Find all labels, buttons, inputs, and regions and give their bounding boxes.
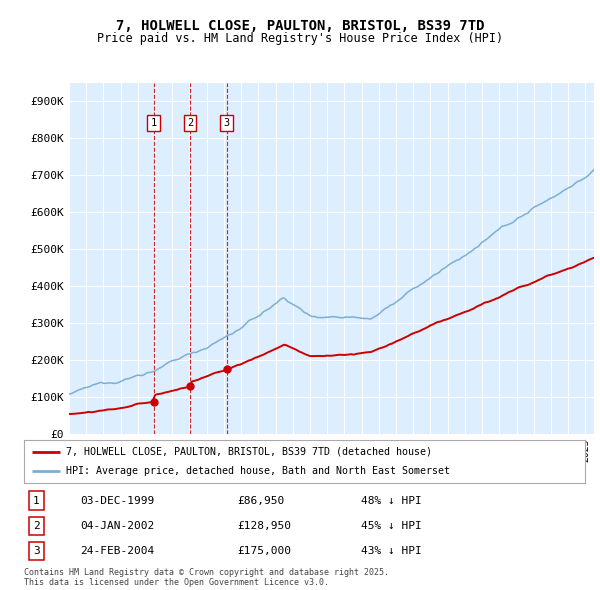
Text: 3: 3: [33, 546, 40, 556]
Text: 24-FEB-2004: 24-FEB-2004: [80, 546, 154, 556]
Text: 1: 1: [33, 496, 40, 506]
Text: 3: 3: [223, 118, 230, 128]
Text: 45% ↓ HPI: 45% ↓ HPI: [361, 521, 421, 531]
Text: 1: 1: [151, 118, 157, 128]
Text: £86,950: £86,950: [237, 496, 284, 506]
Text: 7, HOLWELL CLOSE, PAULTON, BRISTOL, BS39 7TD: 7, HOLWELL CLOSE, PAULTON, BRISTOL, BS39…: [116, 19, 484, 33]
Text: 43% ↓ HPI: 43% ↓ HPI: [361, 546, 421, 556]
Text: 7, HOLWELL CLOSE, PAULTON, BRISTOL, BS39 7TD (detached house): 7, HOLWELL CLOSE, PAULTON, BRISTOL, BS39…: [66, 447, 432, 457]
Text: £175,000: £175,000: [237, 546, 291, 556]
Text: 04-JAN-2002: 04-JAN-2002: [80, 521, 154, 531]
Text: £128,950: £128,950: [237, 521, 291, 531]
Text: 2: 2: [187, 118, 193, 128]
Text: Price paid vs. HM Land Registry's House Price Index (HPI): Price paid vs. HM Land Registry's House …: [97, 32, 503, 45]
Text: Contains HM Land Registry data © Crown copyright and database right 2025.
This d: Contains HM Land Registry data © Crown c…: [24, 568, 389, 587]
Text: 2: 2: [33, 521, 40, 531]
Text: 48% ↓ HPI: 48% ↓ HPI: [361, 496, 421, 506]
Text: 03-DEC-1999: 03-DEC-1999: [80, 496, 154, 506]
Text: HPI: Average price, detached house, Bath and North East Somerset: HPI: Average price, detached house, Bath…: [66, 466, 450, 476]
